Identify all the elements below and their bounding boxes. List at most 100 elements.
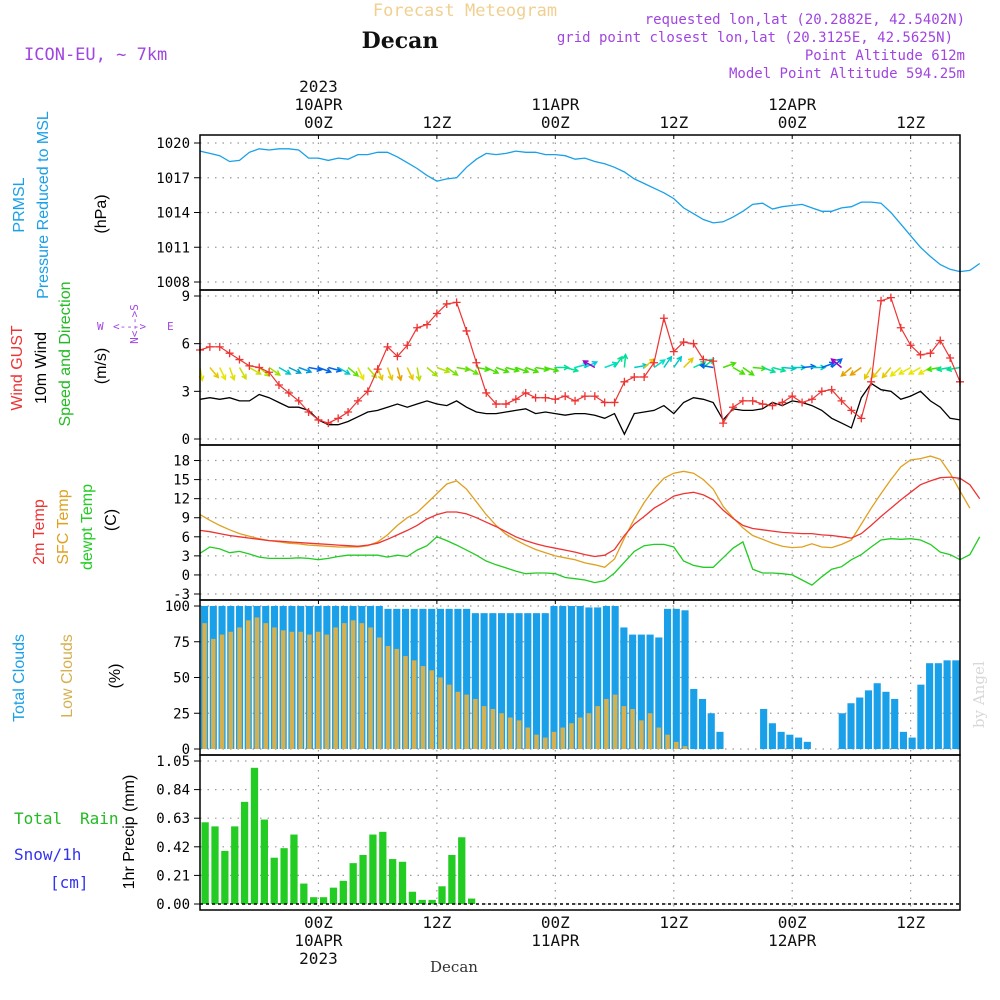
wind-barb <box>337 366 350 375</box>
wind-barb <box>772 366 786 372</box>
y-tick-label: 0 <box>182 432 190 448</box>
precip-bar <box>349 863 357 904</box>
low-cloud-bar <box>551 731 557 749</box>
wind-barb <box>545 366 559 372</box>
low-cloud-bar <box>516 720 522 749</box>
gust-marker <box>423 320 432 329</box>
wind-barb <box>872 367 882 378</box>
wind-barb <box>937 366 951 371</box>
pressure-label-2: Pressure Reduced to MSL <box>35 111 52 299</box>
gust-marker <box>650 358 659 367</box>
total-cloud-bar <box>882 691 890 749</box>
wind-barb <box>881 367 892 378</box>
low-cloud-bar <box>272 627 277 749</box>
wind-label-1: Wind GUST <box>9 325 26 411</box>
total-cloud-bar <box>777 731 785 749</box>
y-tick-label: 9 <box>182 289 190 305</box>
chart-title: Forecast Meteogram <box>373 1 557 21</box>
total-cloud-bar <box>934 663 942 749</box>
wind-barb-head <box>907 369 915 375</box>
bottom-time-label: 00Z <box>778 913 807 932</box>
wind-barb-head <box>274 370 282 376</box>
wind-barb <box>278 366 291 375</box>
gust-marker <box>669 347 678 356</box>
footer-location: Decan <box>430 958 478 976</box>
wind-barb <box>318 366 331 373</box>
y-tick-label: 3 <box>182 384 190 400</box>
gust-marker <box>462 326 471 335</box>
wind-barb-head <box>676 355 683 362</box>
top-time-label: 10APR <box>294 95 343 114</box>
wind-barb-head <box>492 368 500 375</box>
y-tick-label: 6 <box>182 530 190 546</box>
panel-frames: 1008 1011 1014 1017 1020 0 3 6 9 -3 0 3 6 9 12 15 18 0 25 5… <box>156 134 961 913</box>
clouds-unit: (%) <box>107 664 124 689</box>
gust-marker <box>472 358 481 367</box>
wind-barb-head <box>698 362 706 369</box>
wind-barb <box>219 367 226 380</box>
panel-frame <box>199 754 961 911</box>
y-tick-label: -3 <box>173 587 190 603</box>
gust-marker <box>857 414 866 423</box>
gust-marker <box>551 395 560 404</box>
gust-marker <box>353 396 362 405</box>
gust-marker <box>580 392 589 401</box>
low-cloud-bar <box>612 694 618 749</box>
wind-barb-head <box>285 369 292 375</box>
y-tick-label: 1017 <box>156 171 190 187</box>
gust-marker <box>235 355 244 364</box>
gust-marker <box>521 388 530 397</box>
wind-barb-head <box>213 372 220 379</box>
total-cloud-bar <box>952 660 960 749</box>
wind-barb <box>298 366 312 373</box>
wind-barb-head <box>396 375 403 382</box>
wind-barb-head <box>622 352 629 360</box>
total-cloud-bar <box>760 708 768 749</box>
wind-barb <box>890 366 902 377</box>
precip-bar <box>280 848 288 904</box>
gust-marker <box>590 392 599 401</box>
clouds-label-2: Low Clouds <box>59 634 76 718</box>
wind-barb <box>228 367 235 380</box>
total-cloud-bar <box>864 690 873 749</box>
gust-marker <box>728 403 737 412</box>
total-cloud-bar <box>646 634 654 749</box>
low-cloud-bar <box>438 677 443 749</box>
low-cloud-bar <box>639 720 644 749</box>
y-tick-label: 100 <box>165 599 190 615</box>
gust-marker <box>373 365 382 374</box>
total-cloud-bar <box>891 698 899 749</box>
gust-marker <box>531 393 540 402</box>
total-cloud-bar <box>856 697 864 749</box>
low-cloud-bar <box>420 666 426 749</box>
y-tick-label: 1.05 <box>156 754 190 770</box>
low-cloud-bar <box>359 623 365 749</box>
wind-barb-head <box>552 366 560 373</box>
wind-barb <box>899 366 912 375</box>
gust-marker <box>610 398 619 407</box>
wind-barb-head <box>325 367 333 374</box>
gust-marker <box>659 314 668 323</box>
y-tick-label: 12 <box>173 492 190 508</box>
panel-frame <box>199 289 961 446</box>
total-cloud-bar <box>594 607 602 749</box>
precip-bar <box>408 891 417 904</box>
precip-label-rain: Rain <box>80 809 119 828</box>
compass-mid: <---> <box>113 320 146 333</box>
temp-label-1: 2m Temp <box>31 499 48 565</box>
watermark: by Angel <box>970 661 988 728</box>
y-tick-label: 0 <box>182 742 190 758</box>
wind-barb <box>732 366 745 375</box>
wind-barb <box>288 366 301 374</box>
gust-marker <box>432 309 441 318</box>
wind-barb <box>683 357 694 369</box>
top-time-label: 12APR <box>768 95 817 114</box>
total-cloud-bar <box>550 606 558 749</box>
total-cloud-bar <box>707 713 715 749</box>
wind-barb <box>831 358 843 369</box>
precip-unit: 1hr Precip (mm) <box>121 775 138 890</box>
temp-label-3: dewpt Temp <box>79 484 96 570</box>
total-cloud-bar <box>803 741 811 749</box>
precip-bar <box>221 850 229 904</box>
bottom-time-label: 11APR <box>531 931 580 950</box>
